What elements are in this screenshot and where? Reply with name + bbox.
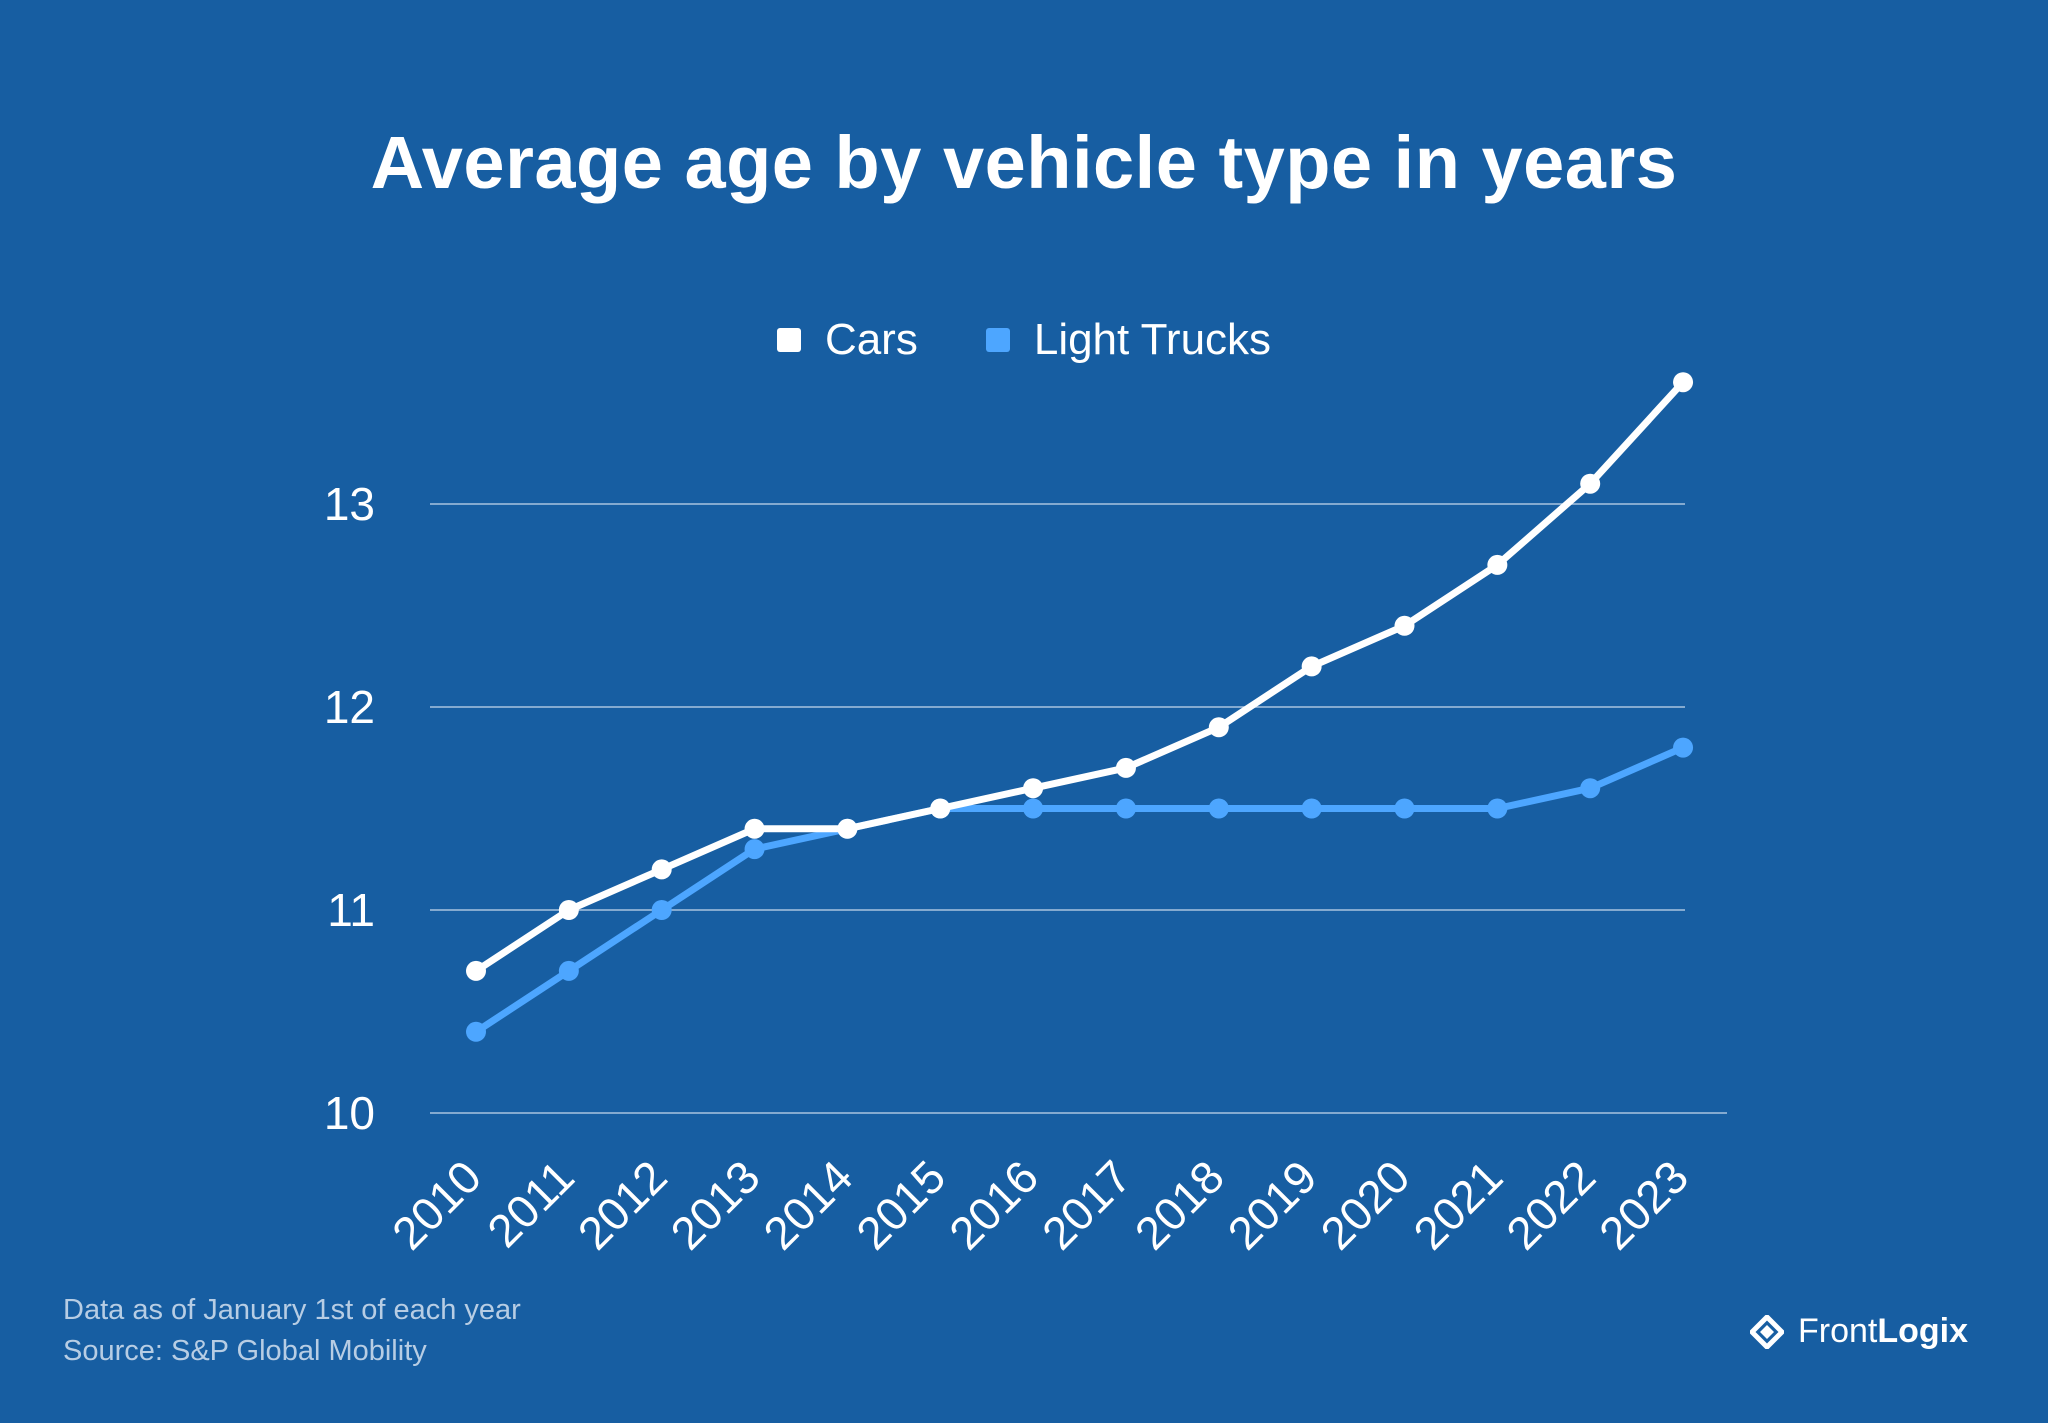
data-point-light-trucks <box>1301 798 1322 819</box>
data-point-light-trucks <box>1673 737 1694 758</box>
data-point-light-trucks <box>744 839 765 860</box>
x-tick-label: 2021 <box>1403 1150 1512 1259</box>
data-point-cars <box>930 798 951 819</box>
legend-item-cars[interactable]: Cars <box>776 315 918 365</box>
x-tick-label: 2016 <box>939 1150 1048 1259</box>
brand-logo: FrontLogix <box>1750 1312 1968 1351</box>
x-tick-label: 2013 <box>660 1150 769 1259</box>
chart-legend: Cars Light Trucks <box>0 315 2048 365</box>
y-tick-label: 11 <box>327 884 375 936</box>
y-tick-label: 10 <box>324 1087 375 1139</box>
legend-label-light-trucks: Light Trucks <box>1033 315 1272 364</box>
footnote-source: Source: S&P Global Mobility <box>63 1335 427 1367</box>
data-point-light-trucks <box>558 960 579 981</box>
x-tick-label: 2018 <box>1125 1150 1234 1259</box>
data-point-light-trucks <box>1023 798 1044 819</box>
legend-swatch-cars <box>776 328 801 352</box>
footnote: Data as of January 1st of each year Sour… <box>63 1290 521 1372</box>
legend-label-cars: Cars <box>824 315 918 364</box>
brand-name-light: Front <box>1798 1312 1878 1350</box>
chart-title: Average age by vehicle type in years <box>370 121 1678 204</box>
series-line-cars <box>472 378 1687 975</box>
x-tick-label: 2014 <box>753 1150 862 1259</box>
series-line-light-trucks <box>472 744 1687 1036</box>
data-point-cars <box>1023 778 1044 799</box>
y-tick-label: 12 <box>324 681 375 733</box>
brand-name-bold: Logix <box>1877 1312 1969 1350</box>
data-point-cars <box>1673 372 1694 393</box>
x-tick-label: 2022 <box>1496 1150 1605 1259</box>
brand-name: FrontLogix <box>1798 1312 1968 1351</box>
x-tick-label: 2023 <box>1589 1150 1698 1259</box>
y-tick-label: 13 <box>324 478 375 530</box>
data-point-cars <box>1115 757 1136 778</box>
footnote-data-note: Data as of January 1st of each year <box>63 1294 521 1326</box>
x-tick-label: 2012 <box>568 1150 677 1259</box>
data-point-cars <box>558 900 579 920</box>
data-point-light-trucks <box>1580 778 1601 799</box>
x-tick-label: 2019 <box>1218 1150 1327 1259</box>
data-point-light-trucks <box>1487 798 1508 819</box>
x-tick-label: 2015 <box>846 1150 955 1259</box>
data-point-light-trucks <box>651 900 672 920</box>
data-point-light-trucks <box>1208 798 1229 819</box>
data-point-light-trucks <box>466 1021 486 1042</box>
data-point-cars <box>744 818 765 839</box>
data-point-cars <box>1301 656 1322 677</box>
data-point-light-trucks <box>1394 798 1415 819</box>
data-point-cars <box>651 859 672 880</box>
data-point-cars <box>1394 615 1415 636</box>
frontlogix-logo-icon <box>1750 1314 1784 1349</box>
legend-item-light-trucks[interactable]: Light Trucks <box>985 315 1272 365</box>
x-tick-label: 2010 <box>382 1150 491 1259</box>
x-tick-label: 2020 <box>1310 1150 1419 1259</box>
data-point-light-trucks <box>1115 798 1136 819</box>
data-point-cars <box>1580 473 1601 494</box>
data-point-cars <box>1208 717 1229 738</box>
data-point-cars <box>1487 554 1508 575</box>
x-tick-label: 2017 <box>1032 1150 1141 1259</box>
legend-swatch-light-trucks <box>985 328 1010 352</box>
data-point-cars <box>466 960 486 981</box>
x-tick-label: 2011 <box>477 1150 584 1257</box>
data-point-cars <box>837 818 858 839</box>
